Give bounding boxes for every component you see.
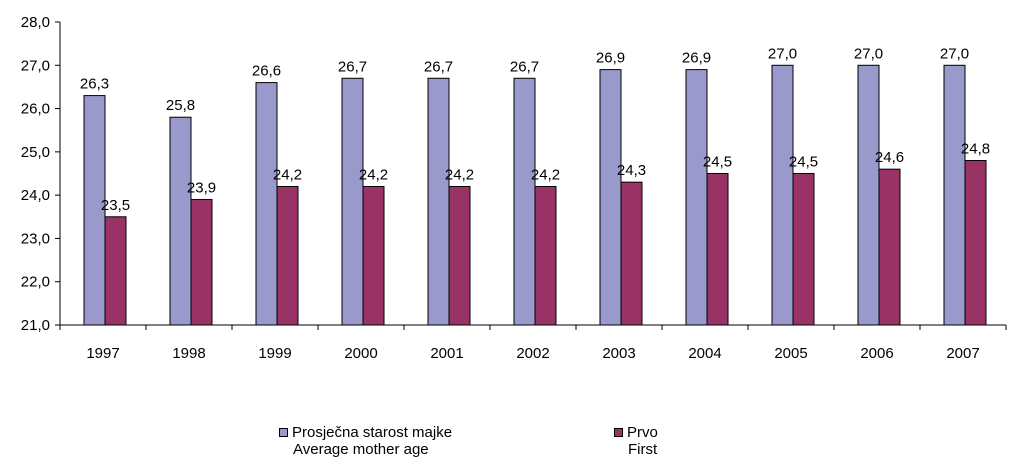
legend-swatch-series-1: [279, 428, 288, 437]
data-labels-layer: 26,3 23,5 25,8 23,9 26,6 24,2 26,7 24,2 26,7 24,2…: [80, 45, 990, 214]
data-label-series-2-1999: 24,2: [273, 166, 302, 183]
bar-series-1-2005: [771, 64, 794, 326]
data-label-series-1-1997: 26,3: [80, 76, 109, 93]
bar-series-2-2007: [964, 160, 987, 326]
data-label-series-2-2005: 24,5: [789, 154, 818, 171]
y-tick-label: 21,0: [21, 317, 50, 334]
x-tick-label: 2001: [430, 345, 463, 362]
bar-series-2-1997: [104, 216, 127, 326]
data-label-series-1-2006: 27,0: [854, 45, 883, 62]
data-label-series-2-2006: 24,6: [875, 149, 904, 166]
legend-item-series-1: Prosječna starost majke Average mother a…: [279, 424, 452, 458]
x-tick-label: 2000: [344, 345, 377, 362]
data-label-series-1-2007: 27,0: [940, 45, 969, 62]
data-label-series-1-2002: 26,7: [510, 58, 539, 75]
bar-series-1-2004: [685, 69, 708, 326]
bar-series-2-2003: [620, 181, 643, 326]
x-tick-label: 1999: [258, 345, 291, 362]
y-tick-label: 25,0: [21, 144, 50, 161]
x-tick-label: 2002: [516, 345, 549, 362]
legend-label-series-1: Prosječna starost majke: [292, 424, 453, 441]
y-tick-label: 22,0: [21, 274, 50, 291]
x-tick-label: 2006: [860, 345, 893, 362]
bar-series-2-2002: [534, 185, 557, 326]
data-label-series-1-2001: 26,7: [424, 58, 453, 75]
x-tick-label: 2005: [774, 345, 807, 362]
legend-label-series-2-en: First: [628, 441, 658, 458]
bar-series-1-2001: [427, 77, 450, 326]
bar-series-2-2001: [448, 185, 471, 326]
data-label-series-2-1997: 23,5: [101, 197, 130, 214]
data-label-series-2-2000: 24,2: [359, 166, 388, 183]
bar-series-1-1998: [169, 116, 192, 326]
data-label-series-2-2003: 24,3: [617, 162, 646, 179]
x-tick-label: 1998: [172, 345, 205, 362]
data-label-series-1-2000: 26,7: [338, 58, 367, 75]
bar-series-1-2002: [513, 77, 536, 326]
data-label-series-2-2007: 24,8: [961, 141, 990, 158]
x-tick-label: 2004: [688, 345, 721, 362]
legend-label-series-1-en: Average mother age: [293, 441, 429, 458]
y-tick-label: 28,0: [21, 14, 50, 31]
x-tick-label: 2003: [602, 345, 635, 362]
data-label-series-1-1998: 25,8: [166, 97, 195, 114]
data-label-series-2-1998: 23,9: [187, 179, 216, 196]
data-label-series-2-2001: 24,2: [445, 166, 474, 183]
y-tick-label: 24,0: [21, 187, 50, 204]
data-label-series-1-2003: 26,9: [596, 50, 625, 67]
data-label-series-1-1999: 26,6: [252, 63, 281, 80]
bars-layer: [83, 64, 987, 326]
x-tick-label: 1997: [86, 345, 119, 362]
y-tick-label: 23,0: [21, 230, 50, 247]
bar-series-1-2000: [341, 77, 364, 326]
data-label-series-1-2005: 27,0: [768, 45, 797, 62]
bar-series-1-1999: [255, 82, 278, 326]
bar-series-1-2006: [857, 64, 880, 326]
x-tick-label: 2007: [946, 345, 979, 362]
axes-layer: 21,0 22,0 23,0 24,0 25,0 26,0 27,0 28,0 1997 1998…: [21, 14, 1007, 362]
bar-series-2-2006: [878, 168, 901, 326]
legend-swatch-series-2: [614, 428, 623, 437]
bar-series-2-2004: [706, 173, 729, 326]
bar-series-2-2005: [792, 173, 815, 326]
bar-series-2-2000: [362, 185, 385, 326]
legend-item-series-2: Prvo First: [614, 424, 658, 458]
y-tick-label: 27,0: [21, 57, 50, 74]
data-label-series-2-2002: 24,2: [531, 166, 560, 183]
bar-series-1-2003: [599, 69, 622, 326]
y-tick-label: 26,0: [21, 101, 50, 118]
bar-chart: 26,3 23,5 25,8 23,9 26,6 24,2 26,7 24,2 26,7 24,2…: [21, 14, 1007, 362]
bar-series-2-1999: [276, 185, 299, 326]
legend-label-series-2: Prvo: [627, 424, 658, 441]
bar-series-2-1998: [190, 198, 213, 326]
data-label-series-2-2004: 24,5: [703, 154, 732, 171]
data-label-series-1-2004: 26,9: [682, 50, 711, 67]
bar-series-1-2007: [943, 64, 966, 326]
